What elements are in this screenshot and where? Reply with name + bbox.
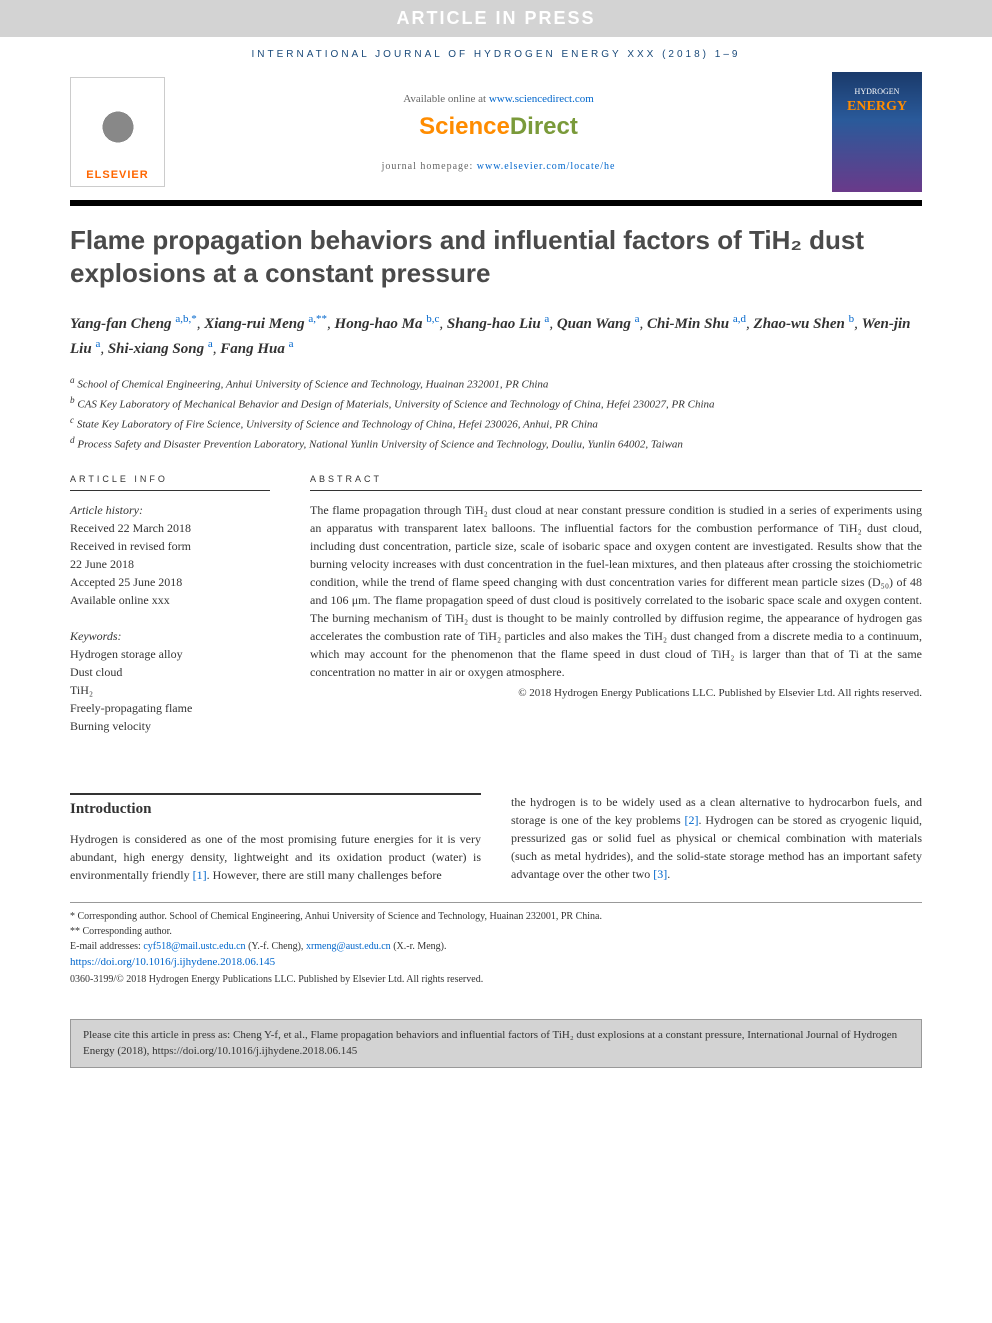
corresponding-author-2: ** Corresponding author. bbox=[70, 924, 922, 939]
journal-cover-image: HYDROGEN ENERGY bbox=[832, 72, 922, 192]
author-name: Chi-Min Shu bbox=[647, 316, 733, 332]
online-date: Available online xxx bbox=[70, 591, 270, 609]
author-list: Yang-fan Cheng a,b,*, Xiang-rui Meng a,*… bbox=[70, 311, 922, 360]
author-name: Quan Wang bbox=[557, 316, 635, 332]
author-name: Yang-fan Cheng bbox=[70, 316, 175, 332]
keyword-item: Freely-propagating flame bbox=[70, 699, 270, 717]
article-info-label: ARTICLE INFO bbox=[70, 474, 270, 491]
reference-link[interactable]: [2] bbox=[685, 813, 699, 827]
keyword-item: Burning velocity bbox=[70, 717, 270, 735]
author-affil-sup: a,** bbox=[308, 313, 327, 325]
email-link-1[interactable]: cyf518@mail.ustc.edu.cn bbox=[143, 941, 245, 952]
affiliations-list: a School of Chemical Engineering, Anhui … bbox=[70, 374, 922, 454]
body-column-right: the hydrogen is to be widely used as a c… bbox=[511, 793, 922, 884]
affiliation-b: b CAS Key Laboratory of Mechanical Behav… bbox=[70, 394, 922, 413]
author-affil-sup: a bbox=[635, 313, 640, 325]
journal-homepage-text: journal homepage: www.elsevier.com/locat… bbox=[165, 161, 832, 172]
affiliation-a: a School of Chemical Engineering, Anhui … bbox=[70, 374, 922, 393]
abstract-column: ABSTRACT The flame propagation through T… bbox=[310, 474, 922, 753]
available-prefix: Available online at bbox=[403, 93, 489, 105]
author-affil-sup: a bbox=[544, 313, 549, 325]
received-date: Received 22 March 2018 bbox=[70, 519, 270, 537]
journal-citation-header: INTERNATIONAL JOURNAL OF HYDROGEN ENERGY… bbox=[0, 37, 992, 72]
article-title: Flame propagation behaviors and influent… bbox=[70, 224, 922, 289]
body-column-left: Introduction Hydrogen is considered as o… bbox=[70, 793, 481, 884]
homepage-prefix: journal homepage: bbox=[382, 161, 477, 172]
keyword-item: Dust cloud bbox=[70, 663, 270, 681]
author-name: Fang Hua bbox=[220, 341, 288, 357]
email-name-1: (Y.-f. Cheng), bbox=[246, 941, 306, 952]
sciencedirect-block: Available online at www.sciencedirect.co… bbox=[165, 93, 832, 172]
accepted-date: Accepted 25 June 2018 bbox=[70, 573, 270, 591]
keyword-item: TiH₂ bbox=[70, 681, 270, 699]
article-history-block: Article history: Received 22 March 2018 … bbox=[70, 501, 270, 609]
article-info-sidebar: ARTICLE INFO Article history: Received 2… bbox=[70, 474, 270, 753]
sciencedirect-url-link[interactable]: www.sciencedirect.com bbox=[489, 93, 594, 105]
author-affil-sup: a bbox=[208, 338, 213, 350]
sciencedirect-logo: ScienceDirect bbox=[165, 113, 832, 141]
elsevier-text: ELSEVIER bbox=[86, 169, 148, 181]
body-text-columns: Introduction Hydrogen is considered as o… bbox=[70, 793, 922, 884]
history-heading: Article history: bbox=[70, 501, 270, 519]
citation-box: Please cite this article in press as: Ch… bbox=[70, 1019, 922, 1068]
reference-link[interactable]: [1] bbox=[193, 868, 207, 882]
sd-direct-text: Direct bbox=[510, 113, 578, 140]
author-name: Xiang-rui Meng bbox=[204, 316, 308, 332]
revised-date-line2: 22 June 2018 bbox=[70, 555, 270, 573]
reference-link[interactable]: [3] bbox=[653, 867, 667, 881]
intro-paragraph-right: the hydrogen is to be widely used as a c… bbox=[511, 793, 922, 883]
available-online-text: Available online at www.sciencedirect.co… bbox=[165, 93, 832, 105]
keyword-item: Hydrogen storage alloy bbox=[70, 645, 270, 663]
elsevier-tree-icon bbox=[88, 99, 148, 169]
author-affil-sup: a bbox=[95, 338, 100, 350]
email-line: E-mail addresses: cyf518@mail.ustc.edu.c… bbox=[70, 939, 922, 954]
abstract-text: The flame propagation through TiH₂ dust … bbox=[310, 501, 922, 681]
cover-energy-text: ENERGY bbox=[847, 99, 907, 115]
sd-science-text: Science bbox=[419, 113, 510, 140]
keywords-block: Keywords: Hydrogen storage alloyDust clo… bbox=[70, 627, 270, 735]
author-affil-sup: b bbox=[849, 313, 855, 325]
footnotes-block: * Corresponding author. School of Chemic… bbox=[70, 902, 922, 988]
author-name: Shang-hao Liu bbox=[447, 316, 545, 332]
intro-paragraph-left: Hydrogen is considered as one of the mos… bbox=[70, 830, 481, 884]
journal-homepage-link[interactable]: www.elsevier.com/locate/he bbox=[477, 161, 616, 172]
elsevier-logo: ELSEVIER bbox=[70, 77, 165, 187]
author-affil-sup: a,d bbox=[733, 313, 746, 325]
abstract-label: ABSTRACT bbox=[310, 474, 922, 491]
cover-hydrogen-text: HYDROGEN bbox=[855, 87, 900, 97]
footer-copyright: 0360-3199/© 2018 Hydrogen Energy Publica… bbox=[70, 972, 922, 987]
introduction-heading: Introduction bbox=[70, 793, 481, 818]
email-link-2[interactable]: xrmeng@aust.edu.cn bbox=[306, 941, 391, 952]
author-name: Shi-xiang Song bbox=[108, 341, 208, 357]
author-affil-sup: a,b,* bbox=[175, 313, 196, 325]
author-name: Zhao-wu Shen bbox=[754, 316, 849, 332]
author-affil-sup: b,c bbox=[426, 313, 439, 325]
corresponding-author-1: * Corresponding author. School of Chemic… bbox=[70, 909, 922, 924]
author-name: Hong-hao Ma bbox=[335, 316, 427, 332]
article-in-press-banner: ARTICLE IN PRESS bbox=[0, 0, 992, 37]
keywords-heading: Keywords: bbox=[70, 627, 270, 645]
author-affil-sup: a bbox=[289, 338, 294, 350]
publisher-header: ELSEVIER Available online at www.science… bbox=[0, 72, 992, 192]
doi-link[interactable]: https://doi.org/10.1016/j.ijhydene.2018.… bbox=[70, 956, 275, 968]
abstract-copyright: © 2018 Hydrogen Energy Publications LLC.… bbox=[310, 687, 922, 699]
email-name-2: (X.-r. Meng). bbox=[391, 941, 447, 952]
affiliation-c: c State Key Laboratory of Fire Science, … bbox=[70, 414, 922, 433]
revised-date-line1: Received in revised form bbox=[70, 537, 270, 555]
email-label: E-mail addresses: bbox=[70, 941, 143, 952]
affiliation-d: d Process Safety and Disaster Prevention… bbox=[70, 434, 922, 453]
